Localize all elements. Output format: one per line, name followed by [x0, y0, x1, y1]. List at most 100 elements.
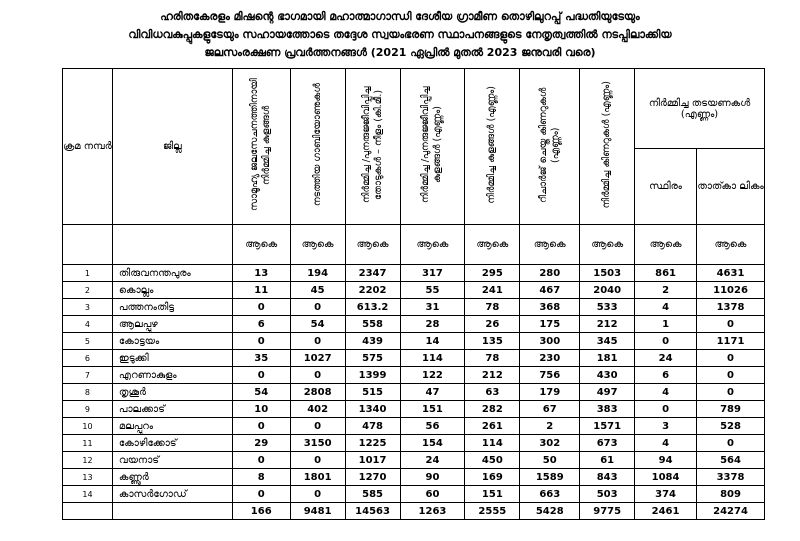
value: 55	[399, 281, 466, 299]
group-column-header: സ്ഥിരം	[634, 148, 698, 225]
serial: 5	[62, 332, 113, 350]
value: 1	[634, 315, 698, 333]
column-header: റീചാർജ് ചെയ്ത കിണറുകൾ (എണ്ണം)	[519, 68, 581, 225]
value: 2347	[344, 264, 401, 282]
blank-cell	[62, 224, 113, 265]
column-header: നിർമ്മിച്ച /പുനരുജ്ജീവിപ്പിച്ച കുളങ്ങൾ (…	[399, 68, 466, 225]
value: 122	[399, 366, 466, 384]
value: 0	[231, 417, 291, 435]
value: 175	[519, 315, 581, 333]
value: 0	[231, 298, 291, 316]
data-row: 6 ഇടുക്കി 35 1027 575 114 78 230 181 24 0	[62, 349, 765, 367]
subheader: ആകെ	[399, 224, 466, 265]
value: 4631	[696, 264, 765, 282]
value: 439	[344, 332, 401, 350]
data-row: 5 കോട്ടയം 0 0 439 14 135 300 345 0 1171	[62, 332, 765, 350]
total: 14563	[344, 502, 401, 520]
value: 528	[696, 417, 765, 435]
data-table: ക്രമ നമ്പർ ജില്ല സാമൂഹ്യ ജലസേചനത്തിനായി നി…	[62, 68, 765, 520]
value: 0	[696, 383, 765, 401]
value: 67	[519, 400, 581, 418]
subheader: ആകെ	[289, 224, 346, 265]
header-row: സ്ഥിരം താത്കാ ലികം	[63, 148, 765, 225]
serial: 8	[62, 383, 113, 401]
total-row: 166 9481 14563 1263 2555 5428 9775 2461 24274	[62, 502, 765, 520]
value: 114	[399, 349, 466, 367]
column-header-text: നടത്തിയ ഗാബിയോണുകൾ	[311, 83, 323, 207]
title-line: ഹരിതകേരളം മിഷന്റെ ഭാഗമായി മഹാത്മാഗാന്ധി …	[160, 10, 640, 23]
value: 1399	[344, 366, 401, 384]
total: 5428	[519, 502, 581, 520]
value: 151	[464, 485, 521, 503]
value: 613.2	[344, 298, 401, 316]
serial: 13	[62, 468, 113, 486]
district: കോഴിക്കോട്	[111, 434, 233, 452]
value: 368	[519, 298, 581, 316]
district: കോട്ടയം	[111, 332, 233, 350]
value: 0	[696, 434, 765, 452]
total: 2461	[634, 502, 698, 520]
serial: 3	[62, 298, 113, 316]
value: 78	[464, 349, 521, 367]
value: 0	[289, 366, 346, 384]
value: 56	[399, 417, 466, 435]
column-header-text: നിർമ്മിച്ച /പുനരുജ്ജീവിപ്പിച്ച കുളങ്ങൾ (…	[420, 86, 444, 204]
district: പത്തനംതിട്ട	[111, 298, 233, 316]
value: 383	[579, 400, 636, 418]
data-row: 7 എറണാകുളം 0 0 1399 122 212 756 430 6 0	[62, 366, 765, 384]
subheader: ആകെ	[579, 224, 636, 265]
value: 13	[231, 264, 291, 282]
value: 575	[344, 349, 401, 367]
value: 3378	[696, 468, 765, 486]
column-header-text: സാമൂഹ്യ ജലസേചനത്തിനായി നിർമ്മിച്ച കുളങ്ങ…	[249, 78, 273, 212]
serial: 12	[62, 451, 113, 469]
value: 2	[519, 417, 581, 435]
value: 450	[464, 451, 521, 469]
blank-cell	[111, 224, 233, 265]
subheader: ആകെ	[344, 224, 401, 265]
value: 300	[519, 332, 581, 350]
value: 31	[399, 298, 466, 316]
value: 0	[696, 366, 765, 384]
serial: 2	[62, 281, 113, 299]
blank-cell	[111, 502, 233, 520]
value: 280	[519, 264, 581, 282]
value: 673	[579, 434, 636, 452]
district-header: ജില്ല	[111, 68, 233, 225]
value: 261	[464, 417, 521, 435]
value: 179	[519, 383, 581, 401]
value: 3	[634, 417, 698, 435]
value: 45	[289, 281, 346, 299]
value: 241	[464, 281, 521, 299]
data-row: 11 കോഴിക്കോട് 29 3150 1225 154 114 302 673 4 0	[62, 434, 765, 452]
value: 1270	[344, 468, 401, 486]
value: 843	[579, 468, 636, 486]
value: 0	[634, 332, 698, 350]
serial-header: ക്രമ നമ്പർ	[62, 68, 113, 225]
column-header-text: റീചാർജ് ചെയ്ത കിണറുകൾ (എണ്ണം)	[537, 87, 561, 203]
value: 809	[696, 485, 765, 503]
value: 1589	[519, 468, 581, 486]
title-line: വിവിധവകുപ്പുകളുടേയും സഹായത്തോടെ തദ്ദേശ സ…	[128, 28, 672, 41]
total: 166	[231, 502, 291, 520]
column-header: സാമൂഹ്യ ജലസേചനത്തിനായി നിർമ്മിച്ച കുളങ്ങ…	[231, 68, 291, 225]
district: തിരുവനന്തപുരം	[111, 264, 233, 282]
value: 374	[634, 485, 698, 503]
value: 533	[579, 298, 636, 316]
data-row: 14 കാസർഗോഡ് 0 0 585 60 151 663 503 374 809	[62, 485, 765, 503]
value: 861	[634, 264, 698, 282]
subheader: ആകെ	[519, 224, 581, 265]
value: 230	[519, 349, 581, 367]
data-row: 1 തിരുവനന്തപുരം 13 194 2347 317 295 280 1503 861 4…	[62, 264, 765, 282]
value: 1503	[579, 264, 636, 282]
serial: 14	[62, 485, 113, 503]
district: കാസർഗോഡ്	[111, 485, 233, 503]
data-row: 3 പത്തനംതിട്ട 0 0 613.2 31 78 368 533 4 1378	[62, 298, 765, 316]
value: 1378	[696, 298, 765, 316]
value: 478	[344, 417, 401, 435]
value: 6	[231, 315, 291, 333]
value: 4	[634, 383, 698, 401]
value: 503	[579, 485, 636, 503]
value: 54	[231, 383, 291, 401]
value: 6	[634, 366, 698, 384]
